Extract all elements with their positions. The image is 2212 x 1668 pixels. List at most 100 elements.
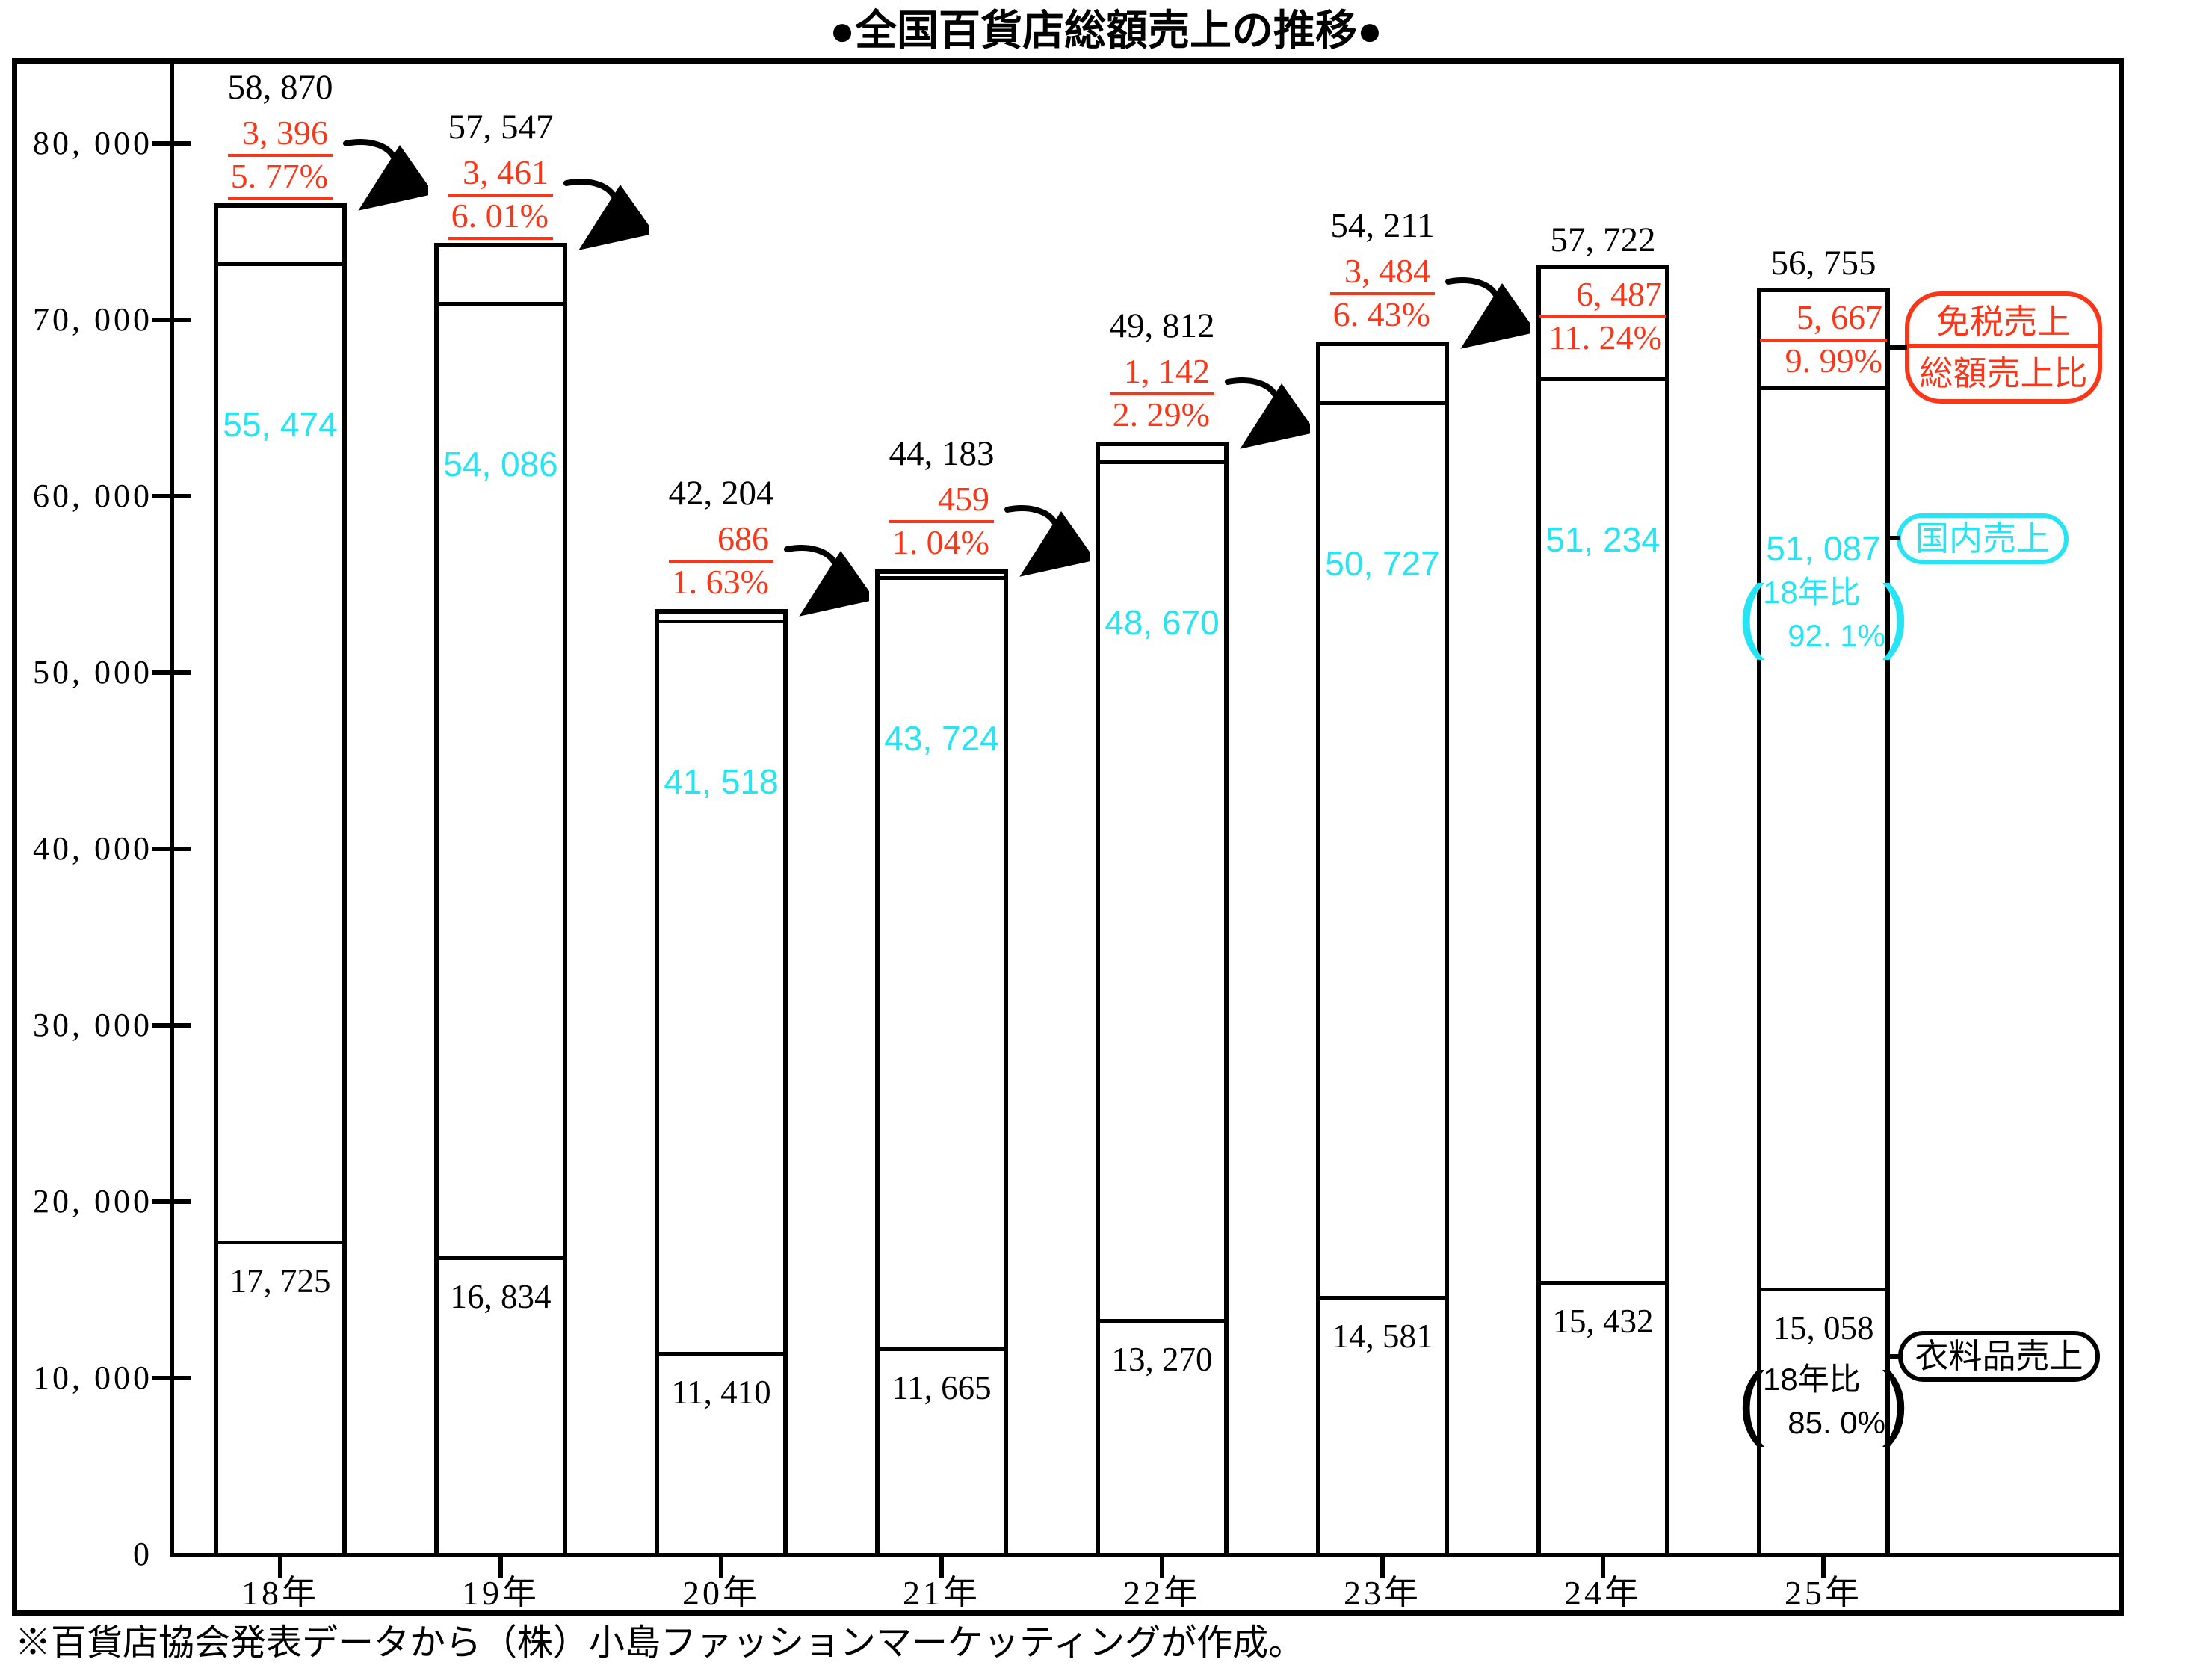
- taxfree-share-pct: 1. 04%: [892, 523, 989, 561]
- x-axis-tick: [1380, 1557, 1385, 1578]
- domestic-sales-label: 51, 087: [1766, 529, 1881, 568]
- x-axis-tick: [1160, 1557, 1164, 1578]
- bar-21年: [875, 569, 1008, 1557]
- legend-taxfree-line1: 免税売上: [1909, 296, 2098, 348]
- clothing-sales-label: 17, 725: [229, 1262, 331, 1300]
- total-sales-label: 57, 547: [448, 108, 554, 146]
- x-axis-label: 19年: [462, 1574, 540, 1612]
- taxfree-block: 5, 667 9. 99%: [1760, 298, 1887, 385]
- bar-24年: [1536, 265, 1669, 1557]
- vs18-value: 92. 1%: [1788, 618, 1885, 653]
- x-axis-tick: [1821, 1557, 1826, 1578]
- domestic-sales-label: 50, 727: [1325, 544, 1440, 583]
- taxfree-share-pct: 9. 99%: [1785, 342, 1882, 380]
- total-sales-label: 56, 755: [1770, 244, 1876, 282]
- clothing-sales-label: 14, 581: [1332, 1318, 1433, 1355]
- taxfree-block: 6, 487 11. 24%: [1539, 275, 1666, 362]
- bar-divider-domestic: [878, 576, 1005, 580]
- x-axis-label: 22年: [1123, 1574, 1201, 1612]
- clothing-sales-label: 13, 270: [1111, 1341, 1213, 1378]
- x-axis-label: 24年: [1564, 1574, 1642, 1612]
- legend-domestic-connector-line: [1886, 536, 1900, 540]
- taxfree-block: 1, 142 2. 29%: [1110, 352, 1214, 439]
- taxfree-value: 3, 396: [228, 114, 333, 157]
- domestic-sales-label: 43, 724: [884, 719, 999, 758]
- domestic-sales-label: 48, 670: [1105, 603, 1220, 642]
- bar-divider-clothing: [1760, 1288, 1887, 1291]
- y-axis-tick: [152, 847, 191, 851]
- bar-divider-clothing: [1319, 1296, 1446, 1300]
- taxfree-share-pct: 6. 01%: [448, 197, 553, 240]
- clothing-sales-label: 15, 432: [1552, 1303, 1654, 1340]
- domestic-sales-label: 51, 234: [1545, 520, 1660, 559]
- vs18-label: 18年比: [1763, 575, 1861, 610]
- domestic-vs18-annotation: () 18年比 92. 1%: [1737, 569, 1909, 661]
- bar-20年: [655, 609, 788, 1557]
- bar-divider-clothing: [1539, 1281, 1666, 1285]
- legend-taxfree-connector-line: [1886, 345, 1907, 350]
- y-axis-tick: [152, 1023, 191, 1028]
- y-axis-label: 10, 000: [33, 1359, 152, 1396]
- open-paren: (: [1737, 569, 1765, 661]
- x-axis-label: 25年: [1785, 1574, 1862, 1612]
- y-axis-label: 20, 000: [33, 1183, 152, 1220]
- source-note: ※百貨店協会発表データから（株）小島ファッションマーケッティングが作成。: [15, 1623, 1305, 1663]
- taxfree-share-pct: 11. 24%: [1548, 318, 1662, 356]
- legend-domestic-callout: 国内売上: [1897, 513, 2069, 564]
- y-axis-line: [170, 58, 174, 1557]
- clothing-sales-label: 11, 665: [892, 1369, 992, 1406]
- y-axis-tick: [152, 670, 191, 675]
- bar-divider-domestic: [1760, 386, 1887, 390]
- legend-clothing-callout: 衣料品売上: [1898, 1331, 2100, 1382]
- x-axis-label: 23年: [1344, 1574, 1421, 1612]
- taxfree-value: 3, 484: [1330, 252, 1435, 295]
- taxfree-value: 1, 142: [1110, 352, 1214, 395]
- total-sales-label: 58, 870: [227, 68, 333, 107]
- domestic-sales-label: 54, 086: [443, 445, 558, 484]
- taxfree-block: 3, 396 5. 77%: [228, 114, 333, 200]
- taxfree-value: 3, 461: [448, 153, 553, 197]
- x-axis-tick: [719, 1557, 723, 1578]
- clothing-sales-label: 15, 058: [1773, 1309, 1874, 1347]
- taxfree-value: 686: [669, 519, 773, 563]
- legend-taxfree-callout: 免税売上 総額売上比: [1905, 291, 2102, 404]
- bar-22年: [1096, 442, 1229, 1557]
- x-axis-tick: [1601, 1557, 1605, 1578]
- x-axis-label: 20年: [682, 1574, 760, 1612]
- y-axis-tick: [152, 141, 191, 146]
- bar-divider-clothing: [878, 1347, 1005, 1351]
- bar-divider-domestic: [217, 262, 344, 266]
- total-sales-label: 42, 204: [668, 474, 774, 513]
- x-axis-label: 18年: [241, 1574, 319, 1612]
- taxfree-arrow: [559, 176, 655, 253]
- y-axis-tick: [152, 1376, 191, 1380]
- taxfree-value: 5, 667: [1760, 298, 1887, 342]
- y-axis-tick: [152, 318, 191, 322]
- bar-25年: [1757, 288, 1890, 1557]
- bar-divider-clothing: [437, 1256, 564, 1260]
- taxfree-arrow: [779, 542, 875, 620]
- open-paren: (: [1737, 1356, 1765, 1448]
- y-axis-label: 60, 000: [33, 478, 152, 514]
- y-axis-label: 40, 000: [33, 830, 152, 867]
- total-sales-label: 49, 812: [1109, 306, 1215, 345]
- bar-19年: [434, 243, 567, 1557]
- taxfree-arrow: [1000, 502, 1096, 580]
- bar-divider-domestic: [1099, 460, 1226, 464]
- taxfree-value: 6, 487: [1539, 275, 1666, 318]
- bar-divider-clothing: [217, 1241, 344, 1244]
- vs18-label: 18年比: [1763, 1362, 1861, 1397]
- domestic-sales-label: 41, 518: [664, 762, 779, 801]
- chart-title: ●全国百貨店総額売上の推移●: [830, 7, 1382, 54]
- clothing-sales-label: 11, 410: [671, 1374, 771, 1411]
- total-sales-label: 44, 183: [889, 434, 995, 473]
- y-axis-tick: [152, 494, 191, 498]
- bar-divider-domestic: [658, 620, 785, 623]
- taxfree-block: 686 1. 63%: [669, 519, 773, 606]
- y-axis-label: 70, 000: [33, 301, 152, 338]
- taxfree-share-pct: 5. 77%: [228, 157, 333, 200]
- taxfree-arrow: [1441, 274, 1536, 352]
- taxfree-block: 3, 461 6. 01%: [448, 153, 553, 240]
- x-axis-tick: [939, 1557, 944, 1578]
- y-axis-label: 30, 000: [33, 1007, 152, 1043]
